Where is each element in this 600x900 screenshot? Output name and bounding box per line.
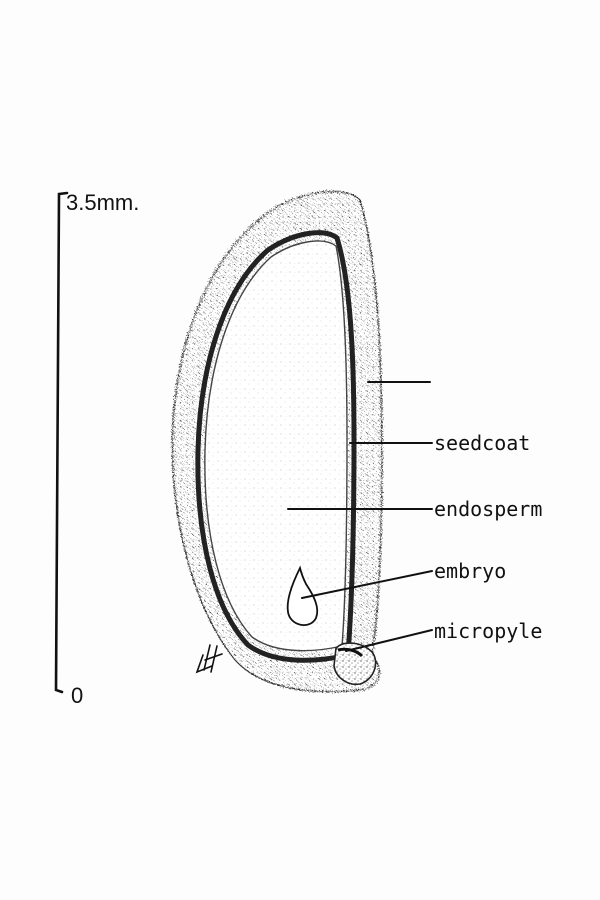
labels: seedcoat endosperm embryo micropyle: [434, 431, 542, 643]
leader-micropyle: [345, 629, 433, 652]
artist-monogram: [195, 644, 223, 674]
label-endosperm: endosperm: [434, 497, 542, 521]
label-seedcoat: seedcoat: [434, 431, 530, 455]
micropyle-tip: [333, 642, 377, 686]
leader-embryo: [301, 570, 433, 599]
label-embryo: embryo: [434, 559, 506, 583]
label-micropyle: micropyle: [434, 619, 542, 643]
embryo-shape: [286, 565, 319, 626]
leader-lines: [287, 381, 433, 652]
scale-bottom-label: 0: [71, 683, 83, 708]
seedcoat-band: [195, 230, 357, 663]
scale-bar: 3.5mm. 0: [54, 190, 139, 708]
seedcoat-band-inner: [204, 240, 348, 652]
seed: [171, 191, 383, 693]
scale-top-label: 3.5mm.: [66, 190, 139, 215]
scale-bar-line: [54, 191, 69, 694]
